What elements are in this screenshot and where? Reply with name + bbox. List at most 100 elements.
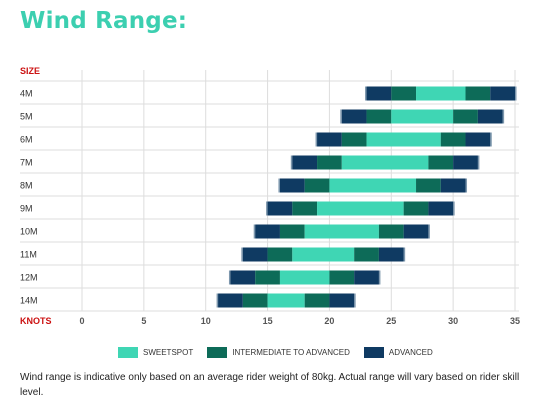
bar-segment-advanced-low bbox=[267, 201, 293, 216]
bar-segment-intermediate-high bbox=[378, 224, 404, 239]
bar-segment-intermediate-low bbox=[304, 178, 330, 193]
x-axis-label: KNOTS bbox=[20, 316, 52, 326]
bar-segment-intermediate-low bbox=[317, 155, 342, 170]
bar-segment-advanced-high bbox=[490, 86, 515, 101]
bar-segment-advanced-high bbox=[453, 155, 478, 170]
bar-segment-advanced-high bbox=[354, 270, 379, 285]
bar-segment-intermediate-low bbox=[242, 293, 268, 308]
bar-segment-sweetspot bbox=[267, 293, 305, 308]
x-tick-label: 0 bbox=[79, 316, 84, 326]
bar-segment-intermediate-high bbox=[440, 132, 466, 147]
bar-segment-advanced-high bbox=[378, 247, 404, 262]
bar-segment-advanced-high bbox=[428, 201, 454, 216]
bar-segment-advanced-low bbox=[341, 109, 367, 124]
legend-label-sweetspot: SWEETSPOT bbox=[143, 348, 194, 357]
bar-segment-advanced-low bbox=[230, 270, 256, 285]
y-tick-label: 11M bbox=[20, 250, 37, 260]
y-tick-label: 14M bbox=[20, 296, 38, 306]
x-tick-label: 15 bbox=[263, 316, 273, 326]
bar-edge-right bbox=[515, 86, 517, 101]
legend-label-intermediate: INTERMEDIATE TO ADVANCED bbox=[232, 348, 350, 357]
bar-edge-right bbox=[490, 132, 492, 147]
y-tick-label: 4M bbox=[20, 89, 33, 99]
bar-edge-left bbox=[365, 86, 367, 101]
bar-segment-sweetspot bbox=[366, 132, 441, 147]
bar-segment-sweetspot bbox=[292, 247, 355, 262]
bar-edge-right bbox=[354, 293, 356, 308]
y-tick-label: 12M bbox=[20, 273, 38, 283]
bar-segment-sweetspot bbox=[391, 109, 454, 124]
bar-segment-sweetspot bbox=[317, 201, 404, 216]
bar-segment-intermediate-high bbox=[465, 86, 491, 101]
bar-segment-intermediate-high bbox=[416, 178, 441, 193]
x-tick-label: 25 bbox=[386, 316, 396, 326]
bar-edge-right bbox=[477, 155, 480, 170]
y-axis-label: SIZE bbox=[20, 66, 40, 76]
x-tick-label: 35 bbox=[510, 316, 520, 326]
bar-segment-intermediate-low bbox=[267, 247, 293, 262]
bar-edge-right bbox=[502, 109, 505, 124]
bar-edge-left bbox=[340, 109, 342, 124]
legend-item-intermediate: INTERMEDIATE TO ADVANCED bbox=[207, 347, 350, 358]
bar-segment-sweetspot bbox=[279, 270, 330, 285]
bar-segment-sweetspot bbox=[416, 86, 466, 101]
bar-edge-left bbox=[253, 224, 256, 239]
bar-segment-advanced-low bbox=[279, 178, 305, 193]
bar-edge-right bbox=[453, 201, 455, 216]
legend-item-advanced: ADVANCED bbox=[363, 347, 433, 358]
bar-segment-intermediate-high bbox=[428, 155, 454, 170]
y-tick-label: 8M bbox=[20, 181, 33, 191]
bar-segment-intermediate-high bbox=[403, 201, 429, 216]
x-tick-label: 30 bbox=[448, 316, 458, 326]
bar-segment-advanced-low bbox=[292, 155, 318, 170]
y-tick-label: 10M bbox=[20, 227, 38, 237]
bar-edge-right bbox=[428, 224, 430, 239]
bar-edge-left bbox=[241, 247, 243, 262]
bar-segment-intermediate-high bbox=[354, 247, 379, 262]
bar-segment-advanced-high bbox=[465, 132, 491, 147]
y-tick-label: 7M bbox=[20, 158, 33, 168]
bar-segment-intermediate-low bbox=[391, 86, 417, 101]
bar-segment-intermediate-high bbox=[329, 270, 355, 285]
bar-edge-left bbox=[266, 201, 268, 216]
bar-segment-intermediate-low bbox=[255, 270, 280, 285]
bar-segment-sweetspot bbox=[304, 224, 379, 239]
bar-segment-advanced-low bbox=[317, 132, 342, 147]
legend-swatch-advanced bbox=[363, 347, 384, 358]
bar-segment-intermediate-low bbox=[279, 224, 305, 239]
bar-segment-intermediate-low bbox=[292, 201, 318, 216]
bar-segment-advanced-high bbox=[329, 293, 355, 308]
bar-segment-intermediate-high bbox=[304, 293, 330, 308]
bar-edge-left bbox=[290, 155, 293, 170]
chart-title: Wind Range: bbox=[20, 8, 188, 34]
bar-edge-left bbox=[315, 132, 318, 147]
bar-segment-advanced-low bbox=[242, 247, 268, 262]
bar-segment-advanced-high bbox=[440, 178, 466, 193]
bar-segment-advanced-low bbox=[255, 224, 280, 239]
legend-swatch-intermediate bbox=[207, 347, 228, 358]
bar-segment-advanced-high bbox=[403, 224, 429, 239]
bar-segment-intermediate-low bbox=[366, 109, 392, 124]
wind-range-chart: SIZE KNOTS 0 5 10 15 20 25 30 35 4M 5M 6M 7M 8M 9M 10M 11… bbox=[20, 66, 520, 326]
bar-edge-left bbox=[228, 270, 231, 285]
chart-legend: SWEETSPOT INTERMEDIATE TO ADVANCED ADVAN… bbox=[118, 347, 447, 358]
bar-segment-intermediate-low bbox=[341, 132, 367, 147]
legend-item-sweetspot: SWEETSPOT bbox=[118, 347, 193, 358]
bar-edge-left bbox=[216, 293, 219, 308]
y-tick-label: 6M bbox=[20, 135, 33, 145]
legend-label-advanced: ADVANCED bbox=[388, 348, 433, 357]
bar-segment-advanced-low bbox=[218, 293, 243, 308]
bar-segment-advanced-high bbox=[477, 109, 503, 124]
x-tick-label: 5 bbox=[141, 316, 146, 326]
bar-edge-right bbox=[378, 270, 381, 285]
bar-segment-advanced-low bbox=[366, 86, 392, 101]
footnote: Wind range is indicative only based on a… bbox=[20, 372, 520, 398]
x-tick-label: 20 bbox=[324, 316, 334, 326]
bar-segment-intermediate-high bbox=[453, 109, 478, 124]
x-tick-label: 10 bbox=[201, 316, 211, 326]
y-tick-label: 9M bbox=[20, 204, 33, 214]
bar-edge-right bbox=[465, 178, 468, 193]
bar-edge-right bbox=[403, 247, 406, 262]
bar-segment-sweetspot bbox=[329, 178, 417, 193]
y-tick-label: 5M bbox=[20, 112, 33, 122]
